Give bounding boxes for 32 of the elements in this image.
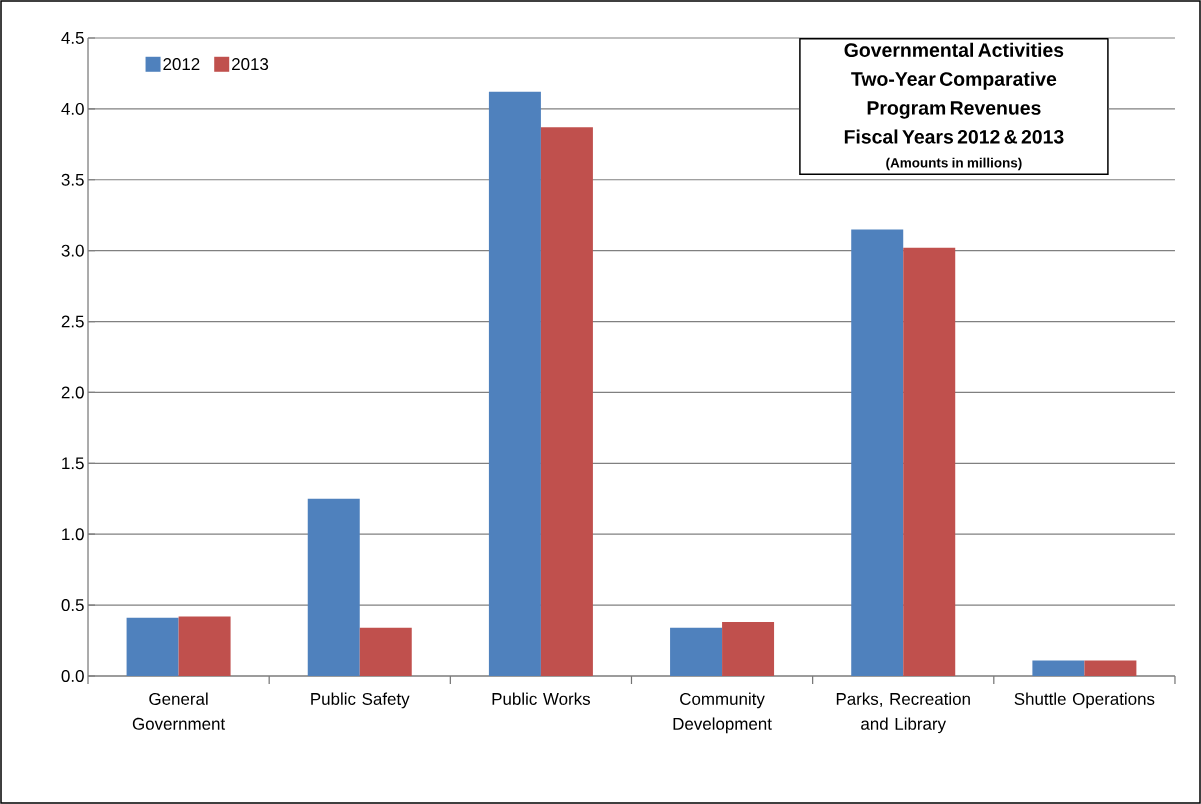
y-tick-label: 3.0 [61,244,84,257]
legend-label: 2013 [232,58,269,71]
y-tick-label: 2.5 [61,315,84,328]
bar [178,616,231,676]
legend-label: 2012 [163,58,200,71]
bar [722,622,775,676]
x-tick-label: Shuttle Operations [1014,692,1155,709]
y-tick-label: 4.5 [61,32,84,44]
bar [488,91,541,676]
x-tick-label: Public Works [492,692,591,705]
y-tick-label: 3.5 [61,173,84,186]
bar [359,627,412,676]
bar [540,127,593,676]
y-tick-label: 1.0 [62,528,84,541]
x-tick-label: Parks, Recreation and Library [836,692,970,734]
y-tick-label: 0.0 [61,669,84,682]
bar [126,617,179,676]
y-tick-label: 0.5 [61,599,84,612]
y-tick-label: 2.0 [61,386,84,399]
bar [1032,660,1085,676]
text: Governmental Activities Two-Year Comparative Program Revenues Fiscal Years 2012 & 2013 [844,42,1064,144]
bar [1084,660,1137,676]
text: (Amounts in millions) [886,157,1022,171]
x-tick-label: Community Development [673,692,772,734]
y-tick-label: 1.5 [62,457,84,470]
x-tick-label: General Government [132,692,226,730]
x-tick-label: Public Safety [311,692,410,709]
bar [851,229,904,676]
bar [903,247,956,676]
y-tick-label: 4.0 [61,102,84,115]
bar [307,498,360,676]
bar [670,627,723,676]
